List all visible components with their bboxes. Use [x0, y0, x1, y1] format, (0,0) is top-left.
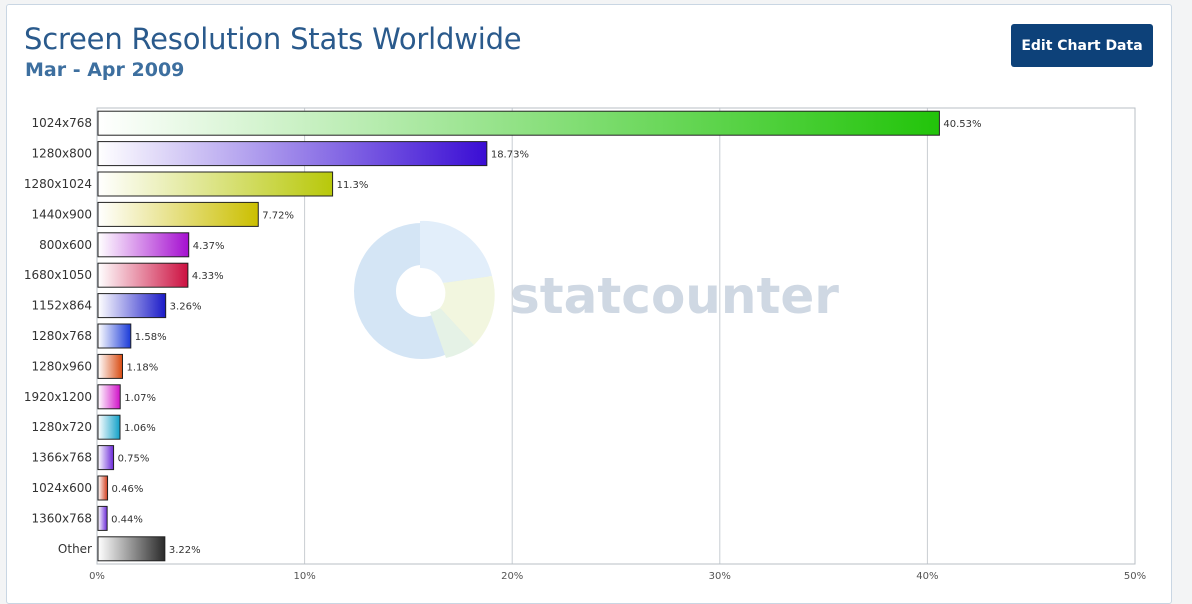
bar[interactable] — [97, 475, 109, 501]
category-label: 1366x768 — [31, 451, 92, 465]
category-label: 1024x768 — [31, 116, 92, 130]
category-label: 800x600 — [39, 238, 92, 252]
bar[interactable] — [97, 323, 132, 349]
bar[interactable] — [97, 201, 259, 227]
category-label: 1024x600 — [31, 481, 92, 495]
labels: 0% 10% 20% 30% 40% 50% 40.53% 1024x768 18.73% 128… — [24, 116, 1146, 582]
category-label: 1920x1200 — [24, 390, 92, 404]
value-label: 4.37% — [193, 241, 225, 252]
x-tick-label: 50% — [1124, 571, 1146, 582]
category-label: 1280x800 — [31, 147, 92, 161]
bar[interactable] — [97, 110, 940, 136]
page-subtitle: Mar - Apr 2009 — [25, 59, 185, 81]
edit-chart-data-button[interactable]: Edit Chart Data — [1011, 24, 1153, 67]
x-tick-label: 20% — [501, 571, 523, 582]
statcounter-watermark: statcounter — [354, 220, 839, 359]
category-label: 1280x1024 — [24, 177, 92, 191]
value-label: 40.53% — [943, 119, 981, 130]
bar[interactable] — [97, 293, 167, 319]
page-title: Screen Resolution Stats Worldwide — [24, 22, 522, 56]
x-tick-label: 30% — [709, 571, 731, 582]
grid — [304, 108, 928, 564]
bar[interactable] — [97, 353, 123, 379]
bars — [97, 110, 940, 562]
bar[interactable] — [97, 384, 121, 410]
bar[interactable] — [97, 414, 121, 440]
value-label: 1.18% — [126, 362, 158, 373]
value-label: 18.73% — [491, 150, 529, 161]
watermark-logo-icon — [354, 220, 495, 359]
bar[interactable] — [97, 536, 166, 562]
value-label: 1.06% — [124, 423, 156, 434]
x-tick-label: 10% — [293, 571, 315, 582]
bar[interactable] — [97, 232, 190, 258]
category-label: 1680x1050 — [24, 268, 92, 282]
plot-area — [96, 107, 1136, 565]
bar[interactable] — [97, 171, 334, 197]
bar[interactable] — [97, 445, 115, 471]
value-label: 3.26% — [170, 302, 202, 313]
value-label: 0.46% — [112, 484, 144, 495]
value-label: 1.07% — [124, 393, 156, 404]
value-label: 3.22% — [169, 545, 201, 556]
watermark-text: statcounter — [510, 267, 839, 325]
category-label: 1280x768 — [31, 329, 92, 343]
category-label: Other — [58, 542, 92, 556]
x-tick-label: 40% — [916, 571, 938, 582]
category-label: 1440x900 — [31, 207, 92, 221]
category-label: 1280x960 — [31, 359, 92, 373]
category-label: 1152x864 — [31, 299, 92, 313]
category-label: 1360x768 — [31, 511, 92, 525]
value-label: 0.44% — [111, 514, 143, 525]
value-label: 4.33% — [192, 271, 224, 282]
category-label: 1280x720 — [31, 420, 92, 434]
value-label: 1.58% — [135, 332, 167, 343]
bar[interactable] — [97, 141, 488, 167]
value-label: 7.72% — [262, 210, 294, 221]
bar[interactable] — [97, 505, 108, 531]
bar[interactable] — [97, 262, 189, 288]
chart-panel — [6, 4, 1172, 604]
x-tick-label: 0% — [89, 571, 105, 582]
value-label: 0.75% — [118, 454, 150, 465]
value-label: 11.3% — [337, 180, 369, 191]
